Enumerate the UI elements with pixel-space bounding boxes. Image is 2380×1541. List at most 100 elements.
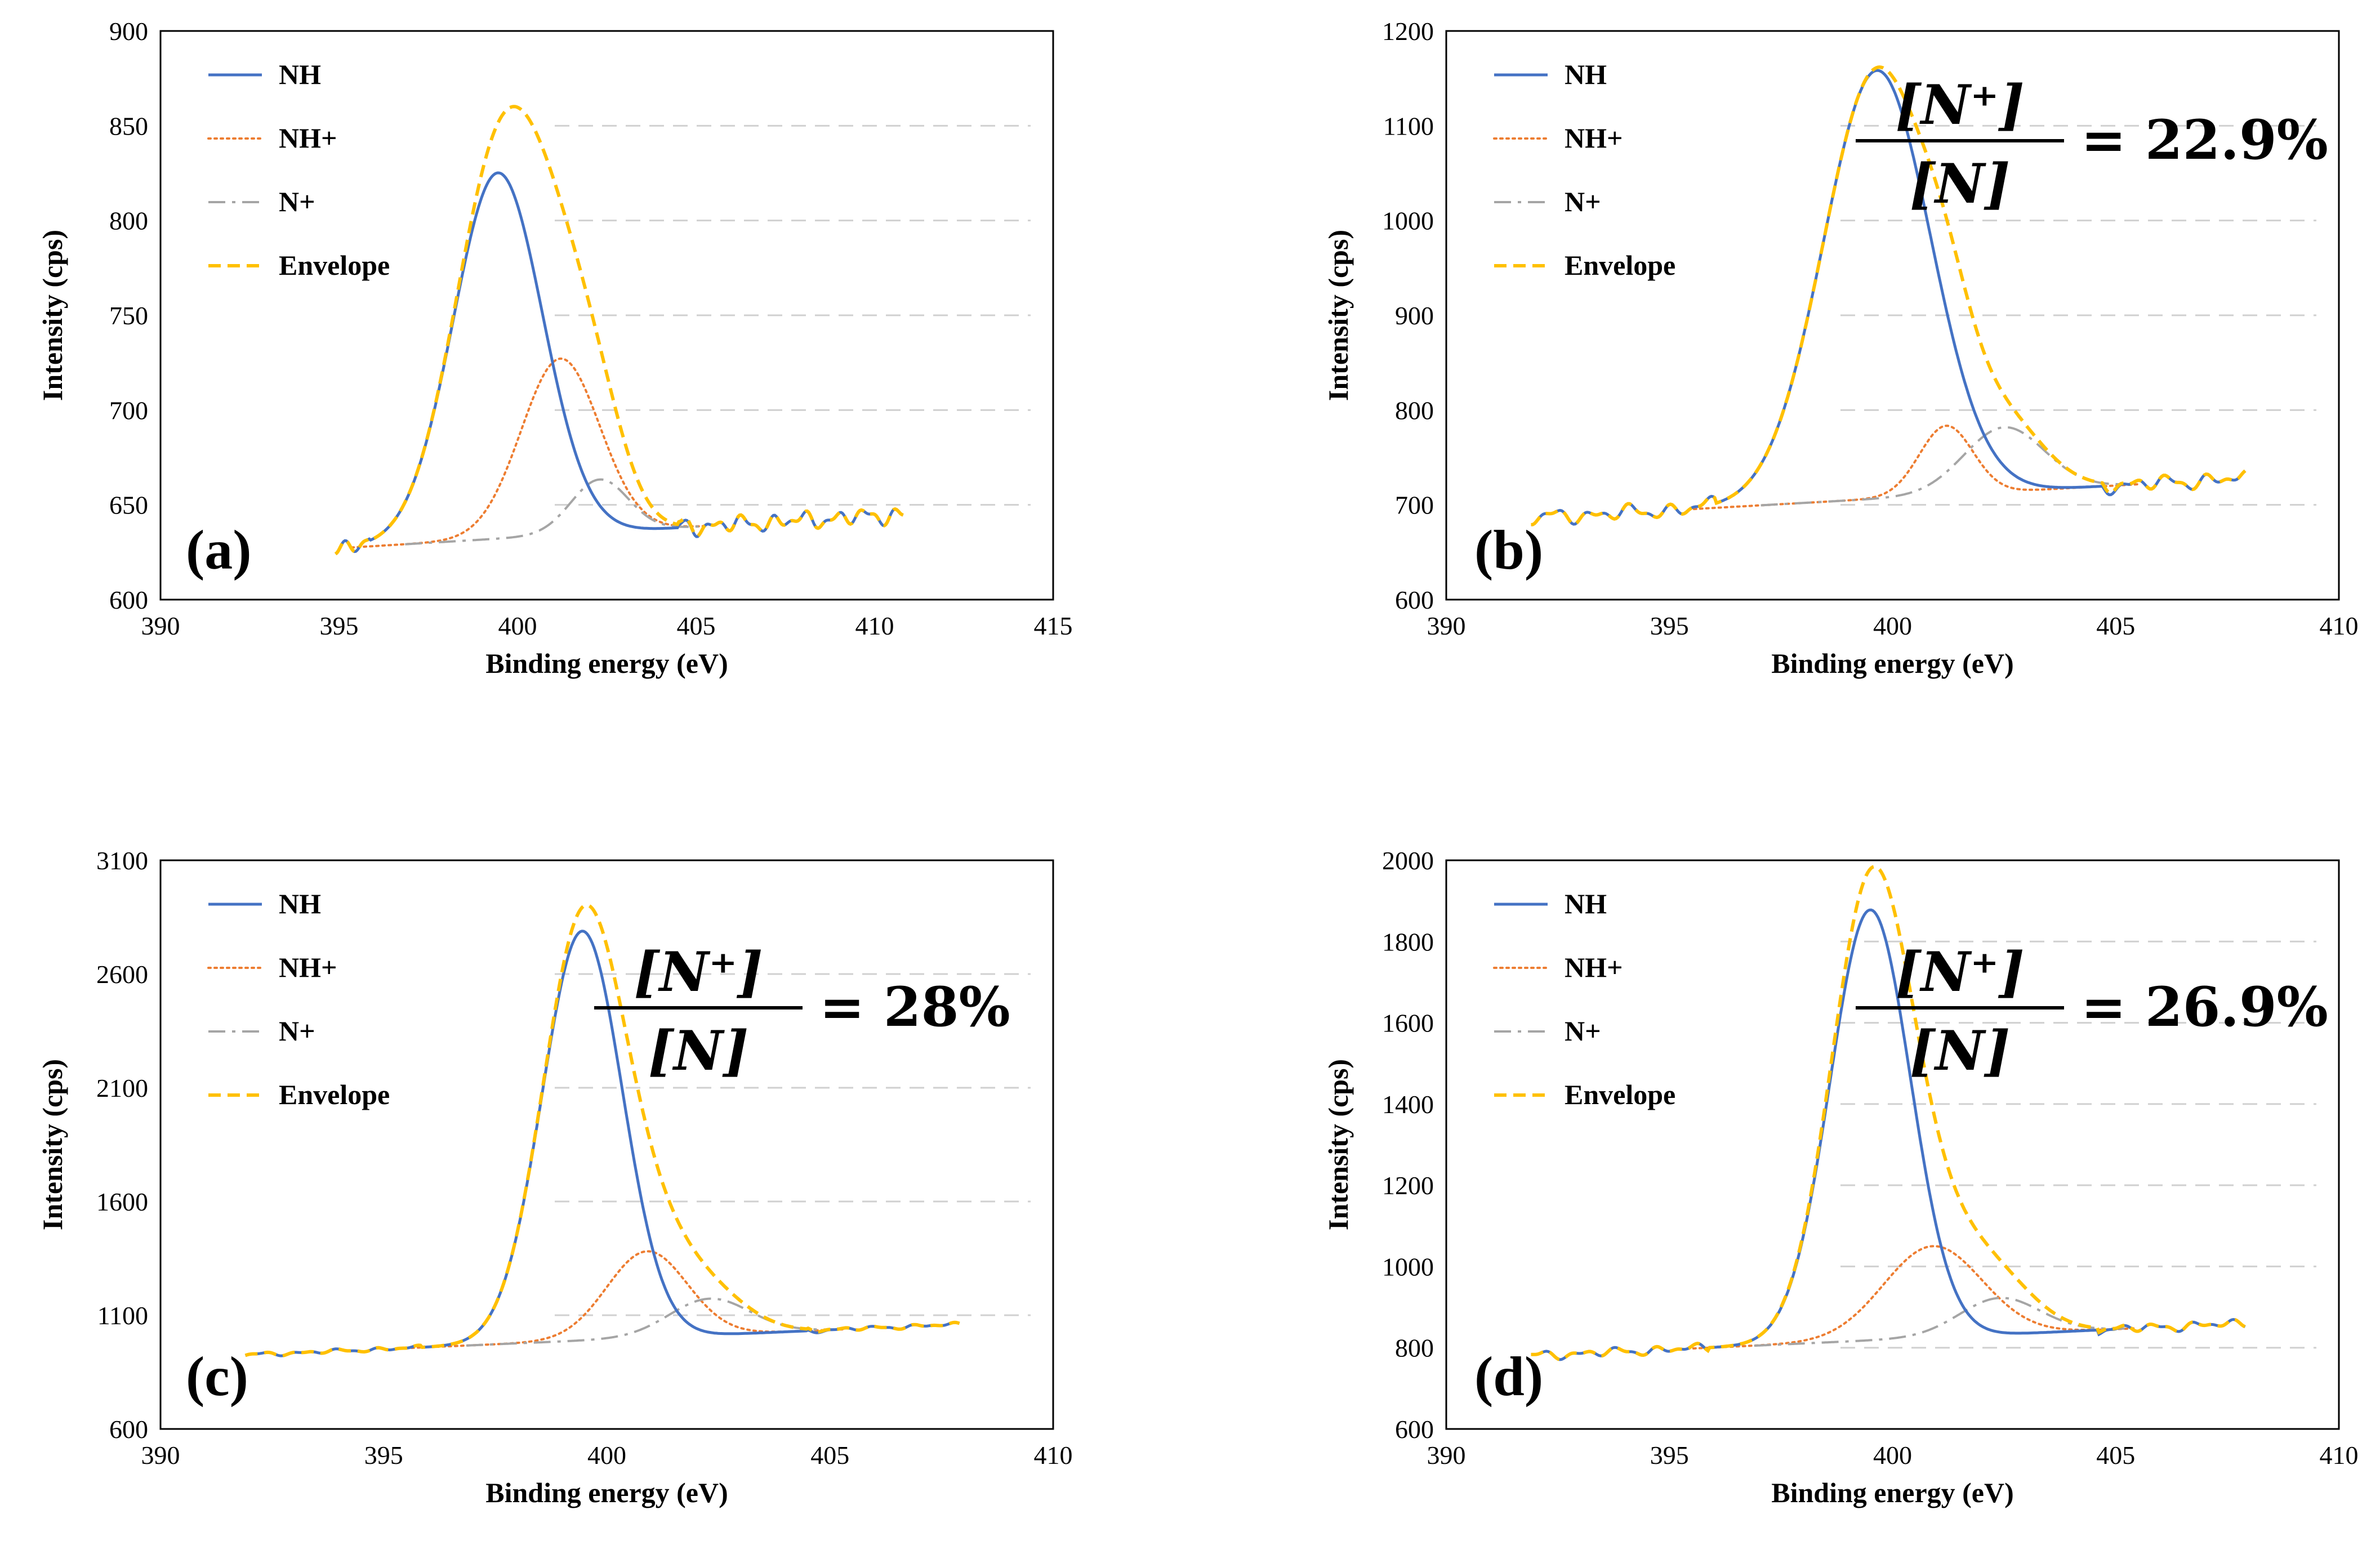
x-tick-label: 405 xyxy=(2096,611,2135,640)
y-tick-label: 850 xyxy=(109,111,148,140)
x-tick-label: 400 xyxy=(498,611,537,640)
legend-label: N+ xyxy=(1565,186,1601,217)
ratio-value: = 22.9% xyxy=(2081,108,2328,172)
y-tick-label: 600 xyxy=(1395,1415,1434,1444)
x-tick-label: 400 xyxy=(1873,611,1912,640)
y-tick-label: 3100 xyxy=(96,846,148,875)
legend-label: N+ xyxy=(279,1015,315,1047)
y-tick-label: 1000 xyxy=(1382,1252,1434,1281)
legend-label: NH xyxy=(279,59,321,90)
y-tick-label: 800 xyxy=(109,207,148,235)
y-axis-label: Intensity (cps) xyxy=(37,1059,68,1230)
ratio-numerator: [N⁺] xyxy=(1895,73,2024,137)
y-tick-label: 600 xyxy=(109,586,148,614)
y-tick-label: 1600 xyxy=(96,1187,148,1216)
x-tick-label: 410 xyxy=(1034,1441,1073,1469)
legend-label: NH xyxy=(1565,59,1607,90)
y-tick-label: 1000 xyxy=(1382,207,1434,235)
legend-label: Envelope xyxy=(1565,249,1675,281)
x-tick-label: 410 xyxy=(855,611,894,640)
series-n-plus-line xyxy=(405,478,700,546)
y-tick-label: 1200 xyxy=(1382,1171,1434,1200)
y-tick-label: 1100 xyxy=(97,1301,148,1330)
legend-label: NH+ xyxy=(1565,122,1623,154)
y-tick-label: 900 xyxy=(1395,301,1434,330)
legend-label: Envelope xyxy=(279,1079,390,1110)
series-nh-line xyxy=(1531,69,2247,526)
series-n-plus-line xyxy=(466,1297,835,1347)
x-tick-label: 395 xyxy=(320,611,359,640)
x-tick-label: 395 xyxy=(1650,1441,1689,1469)
y-axis-label: Intensity (cps) xyxy=(37,230,68,401)
series-n-plus-line xyxy=(1761,426,2129,507)
series-envelope-line xyxy=(1531,865,2246,1361)
y-tick-label: 2600 xyxy=(96,960,148,989)
series-nh-line xyxy=(335,171,904,555)
ratio-value: = 28% xyxy=(819,975,1010,1039)
legend-label: NH+ xyxy=(1565,952,1623,983)
ratio-denominator: [N] xyxy=(648,1019,749,1083)
y-tick-label: 2000 xyxy=(1382,846,1434,875)
y-tick-label: 1400 xyxy=(1382,1090,1434,1119)
plot-area-border xyxy=(159,859,1054,1430)
plot-area-border xyxy=(1445,859,2340,1430)
y-tick-label: 800 xyxy=(1395,396,1434,425)
x-tick-label: 390 xyxy=(141,1441,180,1469)
y-tick-label: 1800 xyxy=(1382,927,1434,956)
x-tick-label: 405 xyxy=(677,611,716,640)
legend-label: NH xyxy=(279,888,321,919)
x-tick-label: 390 xyxy=(1427,1441,1466,1469)
x-tick-label: 415 xyxy=(1034,611,1073,640)
ratio-numerator: [N⁺] xyxy=(1895,940,2024,1004)
y-tick-label: 750 xyxy=(109,301,148,330)
plot-area-border xyxy=(159,30,1054,601)
series-nh-plus-line xyxy=(350,358,708,549)
y-tick-label: 900 xyxy=(109,17,148,46)
x-tick-label: 410 xyxy=(2320,1441,2359,1469)
series-envelope-line xyxy=(334,105,904,556)
ratio-value: = 26.9% xyxy=(2081,975,2328,1039)
panel-label: (a) xyxy=(186,519,252,581)
legend-label: NH+ xyxy=(279,122,337,154)
ratio-denominator: [N] xyxy=(1910,152,2011,216)
legend-label: Envelope xyxy=(279,249,390,281)
plot-area-border xyxy=(1445,30,2340,601)
x-tick-label: 400 xyxy=(587,1441,626,1469)
legend-label: Envelope xyxy=(1565,1079,1675,1110)
y-axis-label: Intensity (cps) xyxy=(1322,1059,1354,1230)
y-tick-label: 700 xyxy=(1395,491,1434,520)
x-axis-label: Binding energy (eV) xyxy=(1771,1477,2014,1508)
legend-label: N+ xyxy=(1565,1015,1601,1047)
series-envelope-line xyxy=(244,903,960,1358)
series-nh-plus-line xyxy=(1686,1245,2135,1350)
y-tick-label: 1600 xyxy=(1382,1009,1434,1038)
panel-label: (d) xyxy=(1474,1345,1543,1408)
x-tick-label: 390 xyxy=(1427,611,1466,640)
y-tick-label: 700 xyxy=(109,396,148,425)
ratio-denominator: [N] xyxy=(1910,1019,2011,1083)
series-nh-plus-line xyxy=(398,1250,845,1350)
panel-label: (c) xyxy=(186,1345,248,1408)
y-tick-label: 1200 xyxy=(1382,17,1434,46)
y-tick-label: 650 xyxy=(109,491,148,520)
chart-panel-a: 600 650 700 750 800 850 900 390 395 400 405 410 415 B… xyxy=(37,17,1073,679)
y-tick-label: 1100 xyxy=(1383,111,1434,140)
x-tick-label: 410 xyxy=(2320,611,2359,640)
legend-label: N+ xyxy=(279,186,315,217)
y-tick-label: 2100 xyxy=(96,1074,148,1102)
panel-label: (b) xyxy=(1474,519,1543,581)
x-tick-label: 400 xyxy=(1873,1441,1912,1469)
x-axis-label: Binding energy (eV) xyxy=(485,647,728,679)
x-tick-label: 395 xyxy=(364,1441,403,1469)
x-axis-label: Binding energy (eV) xyxy=(1771,647,2014,679)
y-axis-label: Intensity (cps) xyxy=(1322,230,1354,401)
chart-panel-d: 600 800 1000 1200 1400 1600 1800 2000 390 395 400 4… xyxy=(1322,846,2359,1508)
x-tick-label: 390 xyxy=(141,611,180,640)
x-tick-label: 405 xyxy=(2096,1441,2135,1469)
legend-label: NH xyxy=(1565,888,1607,919)
x-axis-label: Binding energy (eV) xyxy=(485,1477,728,1508)
y-tick-label: 600 xyxy=(109,1415,148,1444)
x-tick-label: 405 xyxy=(810,1441,849,1469)
y-tick-label: 600 xyxy=(1395,586,1434,614)
